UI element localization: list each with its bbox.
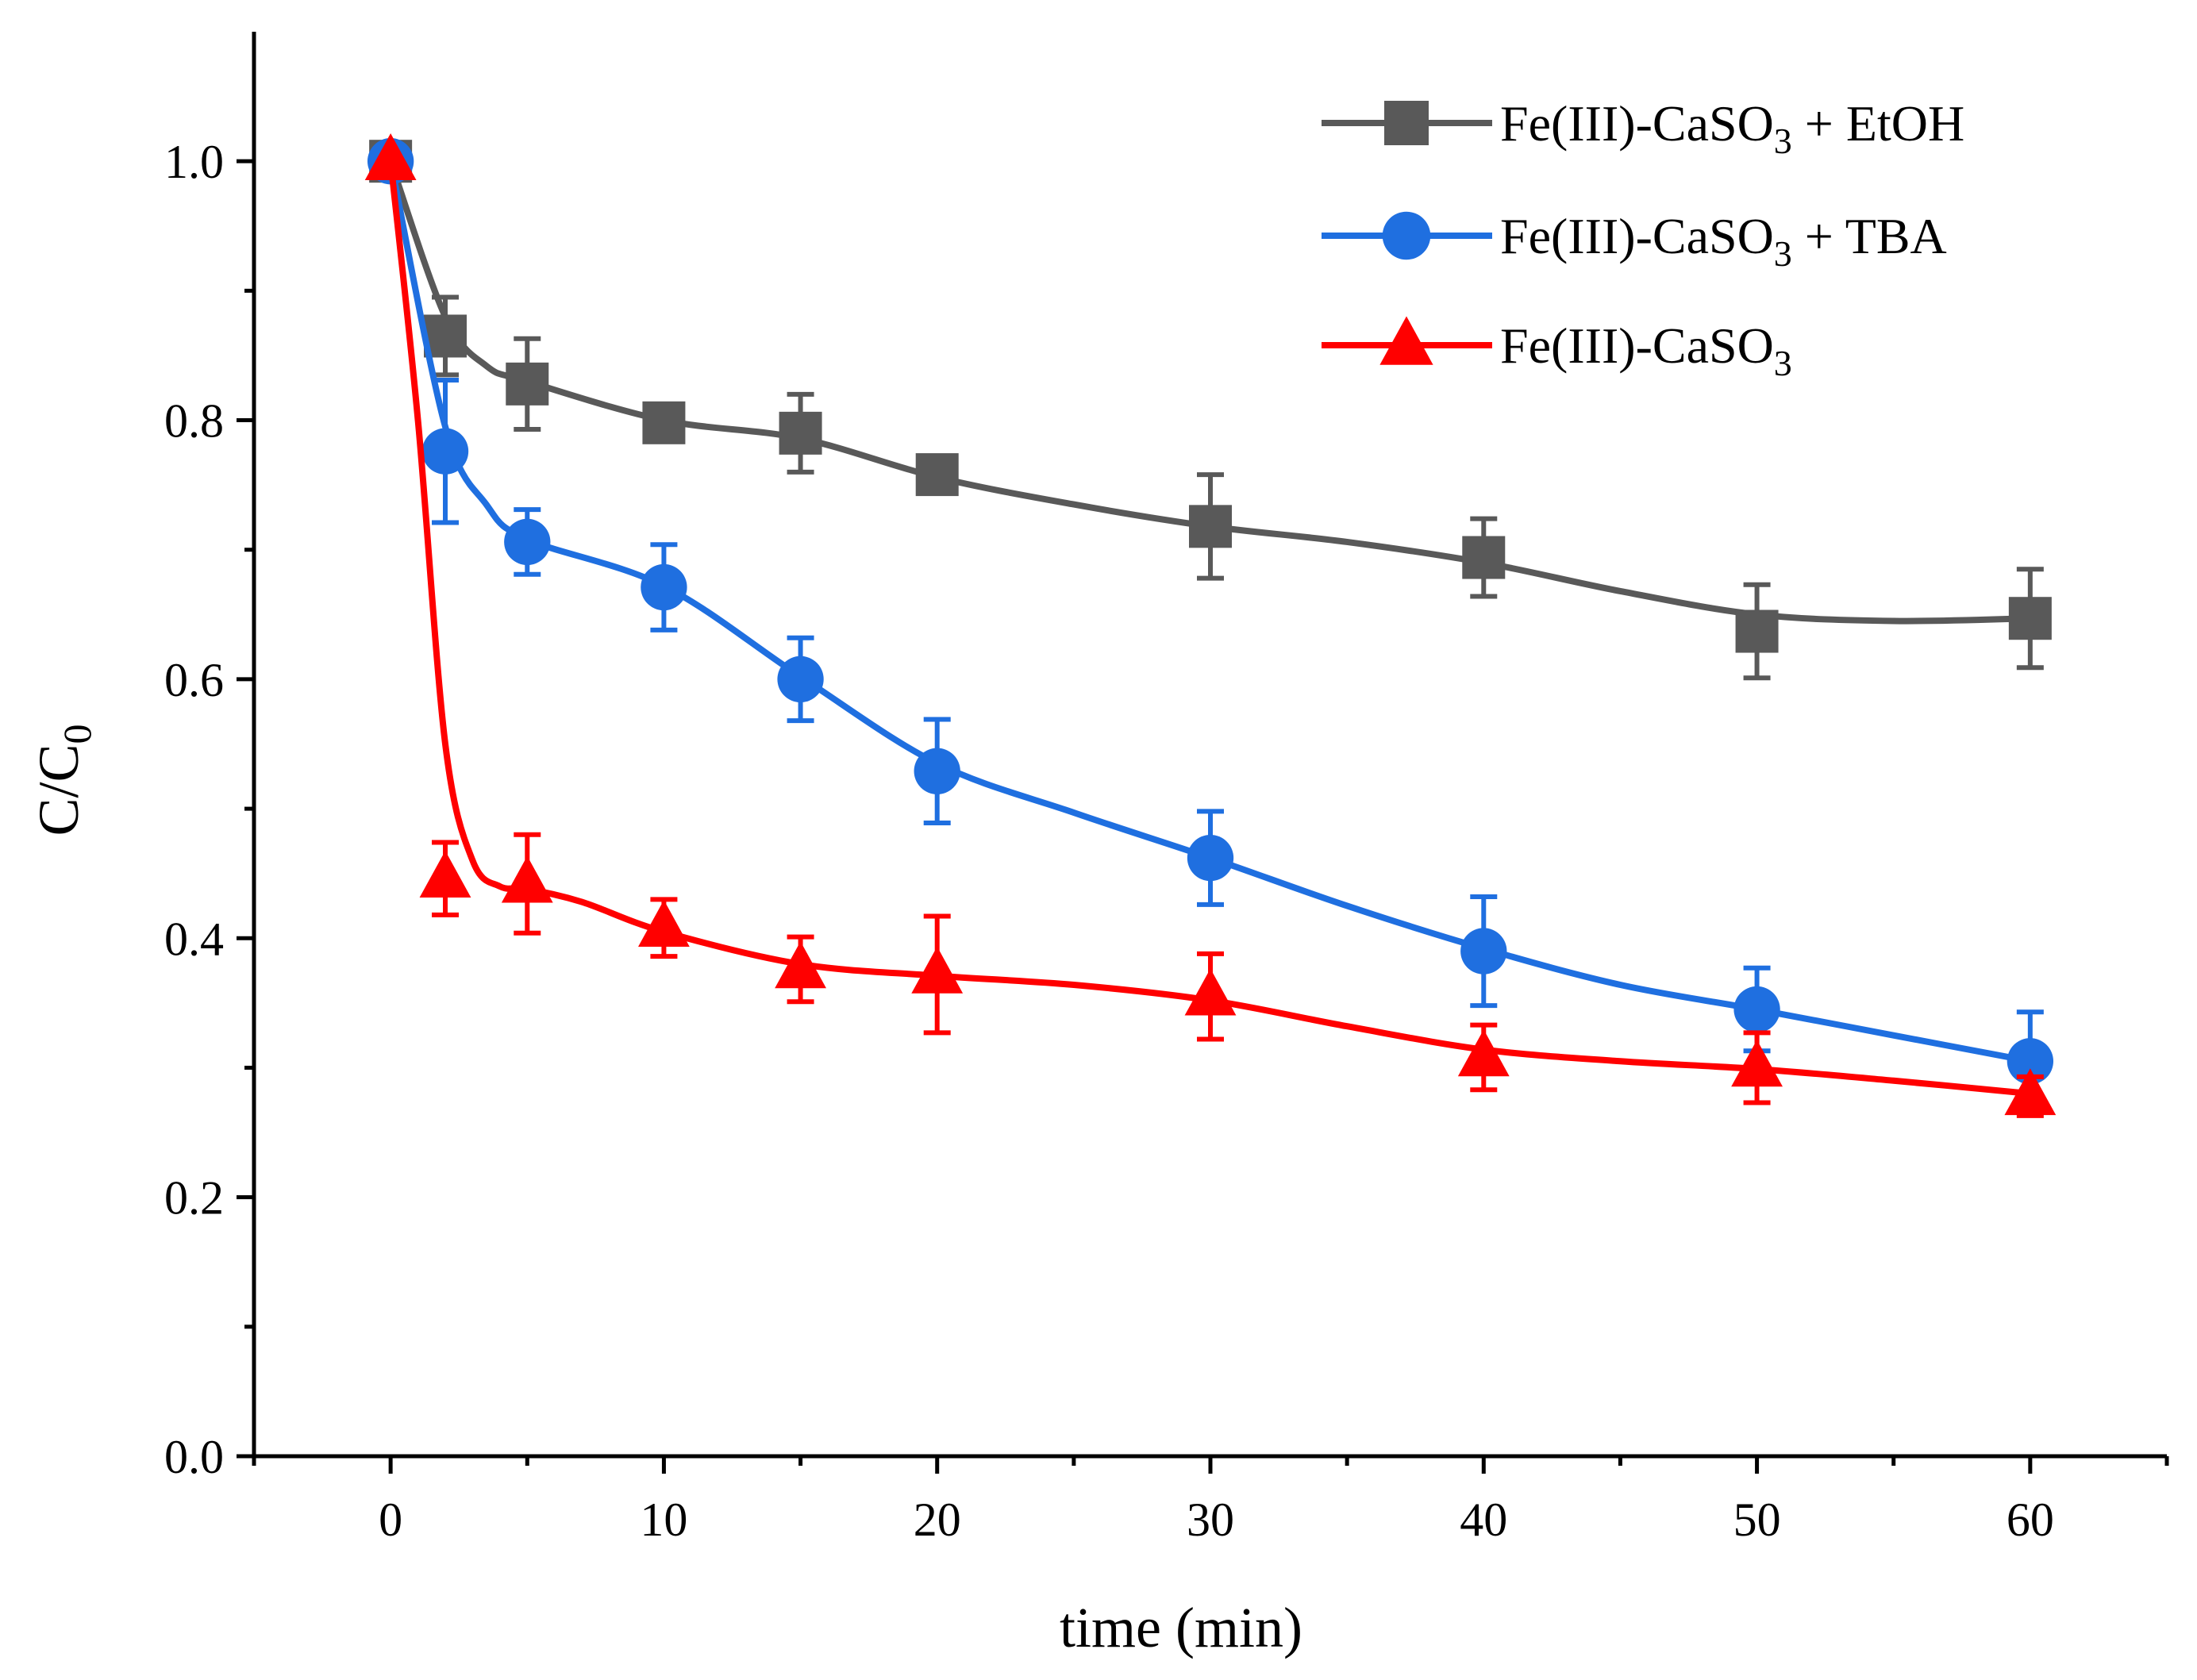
axis-labels: time (min) C/C0 <box>27 724 1302 1659</box>
x-tick-label: 10 <box>640 1494 687 1546</box>
legend-entry: Fe(III)-CaSO3 <box>1322 316 1792 383</box>
y-tick-label: 0.4 <box>164 913 224 965</box>
data-point <box>1189 505 1232 548</box>
x-tick-label: 40 <box>1460 1494 1507 1546</box>
series-line <box>387 160 2031 1065</box>
data-point <box>501 855 553 903</box>
data-point <box>506 362 549 406</box>
data-point <box>638 900 690 948</box>
series-triangle <box>364 133 2057 1118</box>
y-tick-label: 0.0 <box>164 1431 224 1483</box>
data-point <box>419 851 471 898</box>
y-axis-title-subscript: 0 <box>55 724 99 744</box>
x-tick-label: 0 <box>379 1494 402 1546</box>
data-point <box>777 655 824 703</box>
data-point <box>2008 597 2052 640</box>
data-point <box>1187 834 1234 882</box>
legend-entry: Fe(III)-CaSO3 + EtOH <box>1322 95 1964 161</box>
data-point <box>2007 1038 2054 1085</box>
legend-label: Fe(III)-CaSO3 + EtOH <box>1500 95 1964 161</box>
data-point <box>642 401 686 444</box>
data-point <box>1457 1029 1510 1077</box>
data-point <box>2004 1068 2057 1116</box>
data-point <box>914 748 960 794</box>
data-point <box>775 941 826 989</box>
y-tick-label: 0.2 <box>164 1172 224 1224</box>
y-tick-label: 1.0 <box>164 136 224 188</box>
x-axis-title: time (min) <box>1060 1596 1302 1659</box>
legend-label: Fe(III)-CaSO3 <box>1500 317 1792 383</box>
x-tick-label: 60 <box>2007 1494 2054 1546</box>
data-point <box>504 518 551 566</box>
data-point <box>641 563 687 611</box>
legend-label: Fe(III)-CaSO3 + TBA <box>1500 208 1947 274</box>
data-point <box>1735 609 1779 653</box>
x-tick-label: 50 <box>1733 1494 1781 1546</box>
legend-entry: Fe(III)-CaSO3 + TBA <box>1322 208 1947 274</box>
legend-marker <box>1382 211 1431 260</box>
x-tick-label: 30 <box>1187 1494 1234 1546</box>
data-point <box>364 133 417 180</box>
plot-area <box>364 133 2057 1118</box>
series-line <box>387 160 2031 1098</box>
axes: 0 10 20 30 40 50 60 0.0 0.2 0.4 0.6 0.8 1.0 <box>164 32 2169 1546</box>
legend: Fe(III)-CaSO3 + EtOH Fe(III)-CaSO3 + TBA F… <box>1322 95 1964 383</box>
data-point <box>1731 1040 1783 1087</box>
y-axis-title-main: C/C <box>27 744 90 836</box>
data-point <box>1184 968 1237 1016</box>
series-square <box>369 140 2052 681</box>
data-point <box>421 428 469 475</box>
y-tick-label: 0.6 <box>164 654 224 706</box>
y-tick-label: 0.8 <box>164 395 224 448</box>
data-point <box>1462 536 1506 579</box>
data-point <box>779 411 822 455</box>
data-point <box>915 453 959 497</box>
x-tick-label: 20 <box>914 1494 961 1546</box>
y-axis-title: C/C0 <box>27 724 99 836</box>
legend-marker <box>1384 101 1429 145</box>
data-point <box>1460 928 1507 975</box>
legend-marker <box>1379 316 1433 365</box>
data-point <box>1733 986 1780 1033</box>
data-point <box>911 946 964 994</box>
